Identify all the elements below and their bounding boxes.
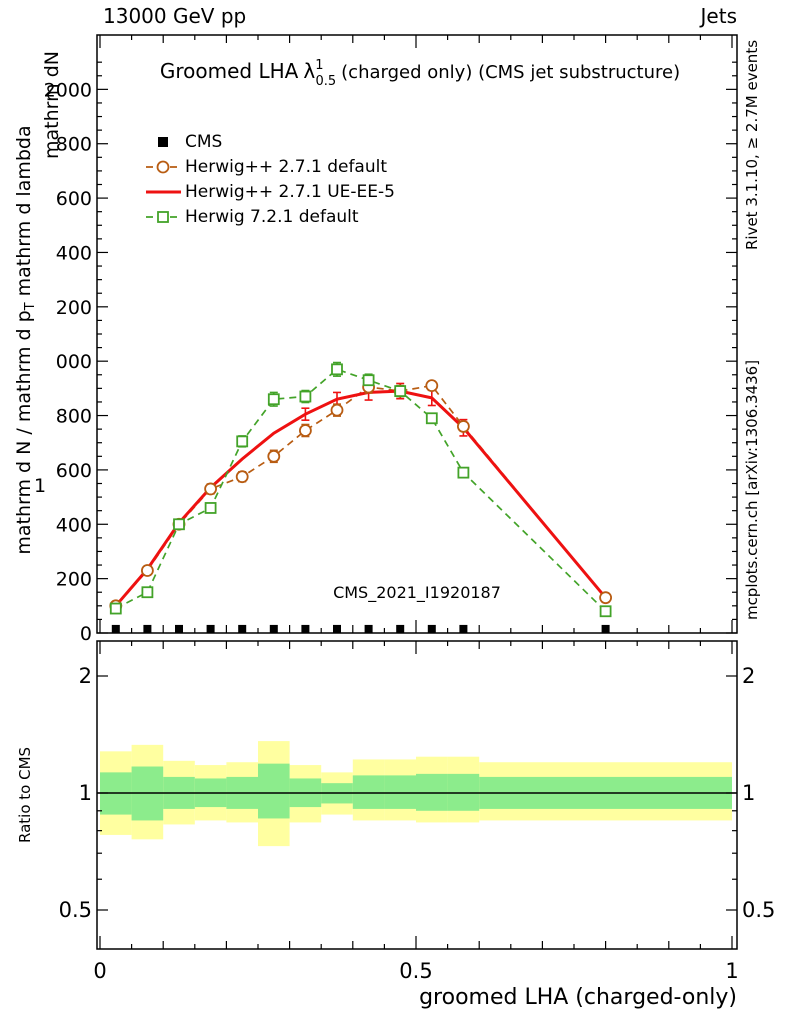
- model-point-circle: [140, 564, 154, 577]
- legend-marker-cms-icon: [158, 137, 168, 147]
- series-layer: [109, 361, 612, 633]
- ratio-tick-label-right: 1: [742, 781, 755, 805]
- tick-labels: 0 200 400 600 800 000 200 400 600 800 2000 0 0.5 1 0.5…: [44, 79, 776, 983]
- ratio-bands: [97, 741, 737, 847]
- legend-label-herwig7: Herwig 7.2.1 default: [185, 207, 359, 227]
- cms-data-point: [427, 624, 436, 633]
- header-analysis-tag: Jets: [699, 4, 737, 28]
- model-point-square: [599, 605, 612, 618]
- cms-data-point: [111, 624, 120, 633]
- model-point-square: [362, 374, 375, 387]
- legend-marker-herwig7-icon: [157, 211, 169, 223]
- cms-data-point: [238, 624, 247, 633]
- model-point-square: [236, 435, 249, 448]
- ratio-tick-label-right: 0.5: [742, 898, 775, 922]
- model-point-circle: [330, 403, 344, 417]
- model-point-square: [299, 390, 312, 403]
- y-tick-label: 200: [56, 297, 92, 319]
- ratio-band-green: [258, 763, 290, 819]
- cms-data-point: [364, 624, 373, 633]
- ratio-band-green: [352, 775, 385, 809]
- model-point-circle: [298, 424, 312, 437]
- model-point-circle: [425, 379, 439, 393]
- x-tick-label: 0: [93, 959, 106, 983]
- model-point-square: [267, 393, 280, 406]
- cms-data-point: [269, 624, 278, 633]
- plot-title-superscript: 1: [315, 58, 323, 73]
- y-axis-label: mathrm d N / mathrm d pT mathrm d lambda: [13, 125, 38, 554]
- y-tick-label: 200: [56, 569, 92, 591]
- y-axis-label-b: mathrm d lambda: [13, 125, 35, 302]
- model-point-square: [425, 412, 438, 425]
- rivet-version-note: Rivet 3.1.10, ≥ 2.7M events: [743, 40, 761, 250]
- series-line: [115, 384, 607, 607]
- header-beam-energy: 13000 GeV pp: [103, 4, 246, 28]
- tick-marks: [97, 35, 737, 949]
- plot-title-prefix: Groomed LHA: [160, 59, 299, 83]
- y-axis-label-sub: T: [23, 302, 38, 311]
- cms-data-point: [459, 624, 468, 633]
- model-point-square: [204, 502, 217, 514]
- cms-data-point: [301, 624, 310, 633]
- y-tick-label: 600: [56, 188, 92, 210]
- y-tick-label: 600: [56, 460, 92, 482]
- cms-data-point: [175, 624, 183, 633]
- ratio-panel-frame: [96, 640, 738, 950]
- y-axis-numerator-label: mathrm dN: [41, 51, 63, 159]
- plot-title-subscript: 0.5: [315, 74, 336, 89]
- model-point-circle: [235, 470, 249, 484]
- plot-title-suffix: (charged only) (CMS jet substructure): [341, 62, 680, 83]
- model-point-square: [141, 586, 154, 599]
- cms-data-point: [333, 624, 341, 633]
- ratio-tick-label-right: 2: [742, 664, 755, 688]
- x-tick-label: 0.5: [399, 959, 432, 983]
- x-tick-label: 1: [725, 959, 738, 983]
- legend-label-cms: CMS: [185, 132, 222, 152]
- model-point-square: [457, 466, 470, 479]
- model-point-circle: [456, 420, 470, 433]
- analysis-id-watermark: CMS_2021_I1920187: [333, 583, 501, 603]
- y-axis-label-a: mathrm d N / mathrm d p: [13, 310, 35, 554]
- main-panel-frame: [96, 34, 738, 634]
- model-point-square: [394, 385, 407, 397]
- plot-title: Groomed LHA λ1 0.5 (charged only) (CMS jet …: [160, 58, 680, 89]
- model-point-square: [331, 363, 343, 376]
- y-tick-label: 2000: [44, 79, 92, 101]
- legend-label-herwig-ueee5: Herwig++ 2.7.1 UE-EE-5: [185, 182, 395, 202]
- cms-data-point: [143, 624, 152, 633]
- series-line: [115, 368, 607, 612]
- y-tick-label: 400: [56, 242, 92, 264]
- cms-data-point: [396, 624, 405, 633]
- y-tick-label: 400: [56, 514, 92, 536]
- model-point-square: [173, 518, 185, 531]
- y-tick-label: 000: [56, 351, 92, 373]
- y-tick-label: 800: [56, 134, 92, 156]
- cms-data-point: [206, 624, 215, 633]
- legend-label-herwig-default: Herwig++ 2.7.1 default: [185, 157, 387, 177]
- y-axis-one-label: 1: [34, 475, 46, 497]
- ratio-tick-label-left: 0.5: [59, 898, 92, 922]
- y-tick-label: 800: [56, 406, 92, 428]
- plot-title-lambda: λ: [303, 59, 315, 83]
- legend: CMS Herwig++ 2.7.1 default Herwig++ 2.7.…: [146, 132, 395, 227]
- ratio-tick-label-left: 1: [79, 781, 92, 805]
- ratio-axis-label: Ratio to CMS: [16, 747, 34, 843]
- model-point-square: [109, 602, 122, 615]
- model-point-circle: [204, 482, 218, 496]
- mcplots-arxiv-note: mcplots.cern.ch [arXiv:1306.3436]: [743, 360, 761, 620]
- series-line: [114, 389, 607, 607]
- x-axis-title: groomed LHA (charged-only): [419, 985, 737, 1010]
- model-point-circle: [599, 591, 612, 605]
- legend-marker-herwig-default-icon: [156, 160, 170, 174]
- model-point-circle: [267, 449, 281, 463]
- ratio-tick-label-left: 2: [79, 664, 92, 688]
- ratio-band-green: [384, 775, 416, 809]
- y-tick-label: 0: [80, 623, 92, 645]
